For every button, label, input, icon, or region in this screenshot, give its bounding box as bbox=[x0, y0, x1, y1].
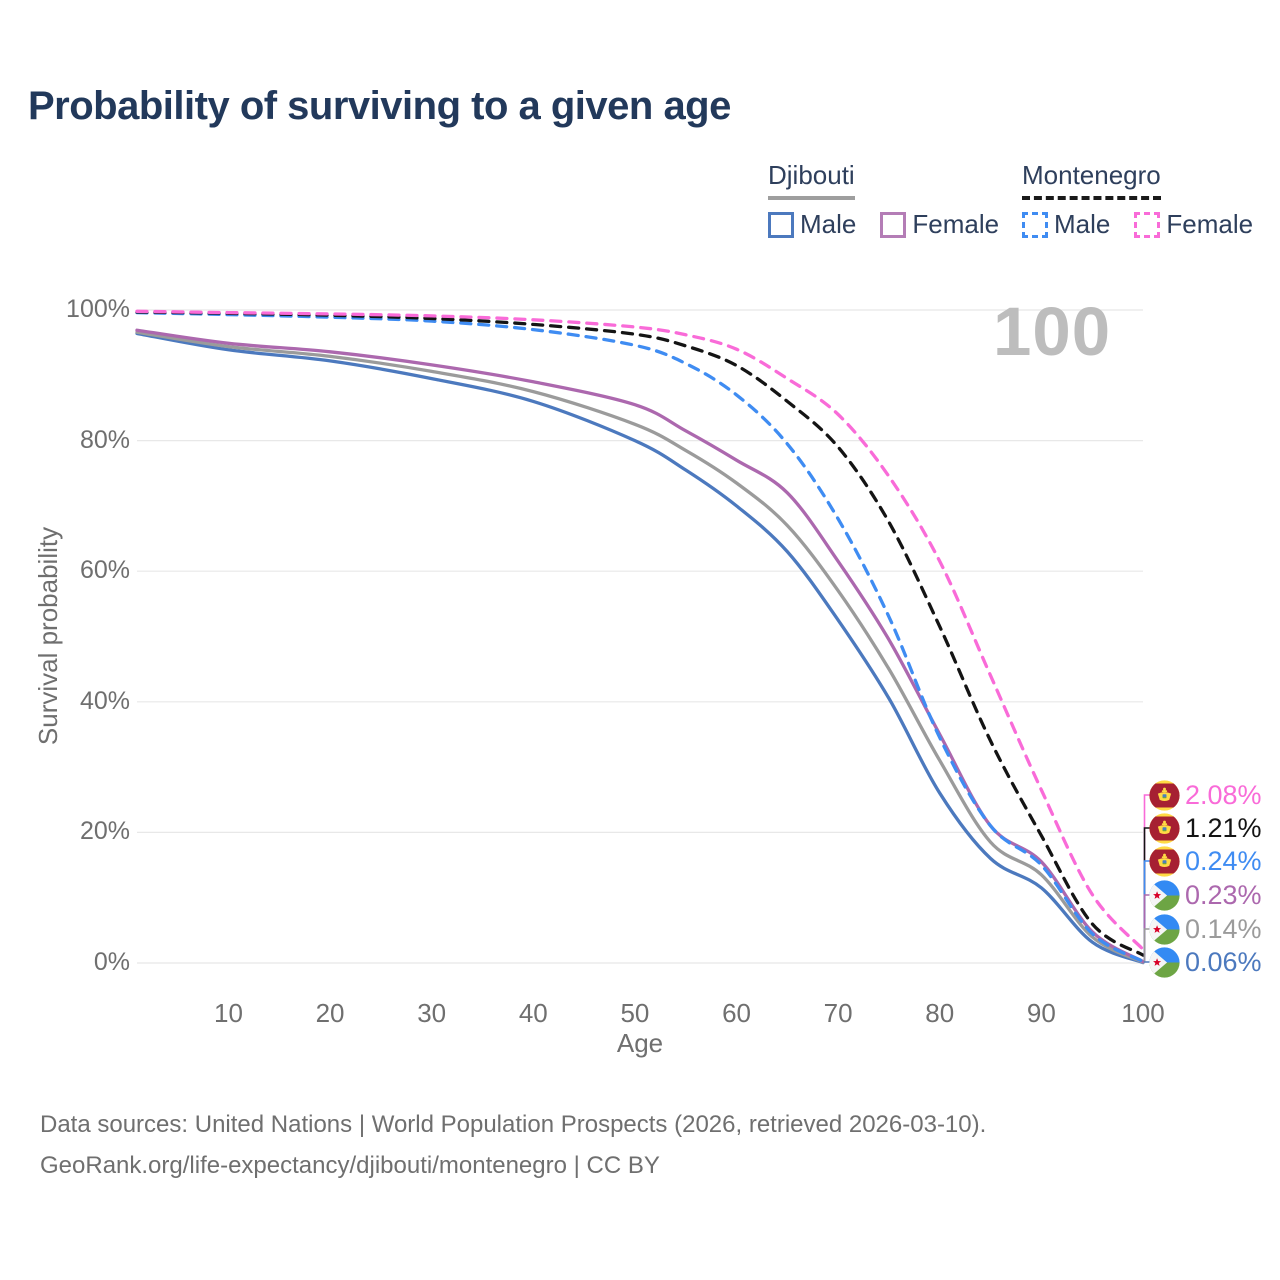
x-tick-label: 100 bbox=[1121, 998, 1165, 1028]
djibouti-flag-icon bbox=[1149, 913, 1180, 945]
x-tick-label: 90 bbox=[1026, 998, 1056, 1028]
page-title: Probability of surviving to a given age bbox=[28, 84, 731, 128]
y-tick-label: 100% bbox=[66, 295, 130, 323]
x-tick-label: 80 bbox=[925, 998, 955, 1028]
hover-age-watermark: 100 bbox=[993, 293, 1112, 370]
end-label-djibouti-female: 0.23% bbox=[1149, 878, 1262, 912]
legend-item-label: Female bbox=[912, 209, 1000, 239]
end-label-value: 0.06% bbox=[1185, 946, 1262, 977]
x-tick-label: 40 bbox=[518, 998, 548, 1028]
montenegro-flag-icon bbox=[1149, 812, 1180, 844]
end-label-value: 0.14% bbox=[1185, 913, 1262, 944]
data-sources: Data sources: United Nations | World Pop… bbox=[40, 1104, 986, 1186]
legend-item-montenegro-female[interactable]: Female bbox=[1134, 209, 1253, 240]
x-tick-label: 50 bbox=[620, 998, 650, 1028]
y-tick-label: 40% bbox=[79, 686, 130, 715]
end-label-value: 0.23% bbox=[1185, 879, 1262, 910]
end-label-djibouti-both-sexes: 0.14% bbox=[1149, 912, 1262, 946]
end-label-djibouti-male: 0.06% bbox=[1149, 945, 1262, 979]
djibouti-flag-icon bbox=[1149, 946, 1180, 978]
end-label-value: 2.08% bbox=[1185, 779, 1262, 810]
x-tick-label: 70 bbox=[823, 998, 853, 1028]
curve-montenegro-both-sexes[interactable] bbox=[135, 310, 1145, 957]
legend-country-montenegro[interactable]: Montenegro bbox=[1022, 160, 1161, 200]
legend-item-djibouti-female[interactable]: Female bbox=[880, 209, 999, 240]
legend-group-montenegro: Montenegro Male Female bbox=[1022, 160, 1253, 240]
end-label-connector bbox=[1143, 928, 1150, 963]
end-label-connector bbox=[1143, 961, 1150, 963]
end-label-montenegro-female: 2.08% bbox=[1149, 778, 1262, 812]
curve-djibouti-both-sexes[interactable] bbox=[135, 330, 1145, 964]
end-label-value: 1.21% bbox=[1185, 812, 1262, 843]
y-tick-label: 0% bbox=[93, 948, 130, 976]
legend-item-djibouti-male[interactable]: Male bbox=[768, 209, 856, 240]
x-tick-label: 60 bbox=[722, 998, 751, 1028]
x-tick-label: 10 bbox=[213, 998, 243, 1028]
y-tick-label: 20% bbox=[79, 817, 130, 846]
x-tick-label: 30 bbox=[417, 998, 447, 1028]
y-tick-label: 60% bbox=[79, 556, 130, 585]
legend-item-montenegro-male[interactable]: Male bbox=[1022, 209, 1110, 240]
curve-djibouti-male[interactable] bbox=[135, 331, 1145, 965]
y-axis-title: Survival probability bbox=[33, 526, 63, 746]
data-sources-line2: GeoRank.org/life-expectancy/djibouti/mon… bbox=[40, 1152, 660, 1179]
montenegro-female-swatch bbox=[1134, 211, 1161, 238]
legend-item-label: Male bbox=[800, 209, 857, 239]
x-tick-label: 20 bbox=[315, 998, 345, 1028]
y-tick-label: 80% bbox=[79, 425, 130, 454]
legend-item-label: Female bbox=[1166, 209, 1254, 239]
legend-country-djibouti[interactable]: Djibouti bbox=[768, 160, 855, 200]
djibouti-flag-icon bbox=[1149, 879, 1180, 911]
data-sources-line1: Data sources: United Nations | World Pop… bbox=[40, 1111, 987, 1138]
montenegro-male-swatch bbox=[1022, 211, 1048, 238]
djibouti-female-swatch bbox=[880, 211, 907, 238]
montenegro-flag-icon bbox=[1149, 779, 1180, 811]
end-label-montenegro-both-sexes: 1.21% bbox=[1149, 811, 1262, 845]
legend-item-label: Male bbox=[1054, 209, 1111, 239]
djibouti-male-swatch bbox=[768, 211, 794, 238]
curve-montenegro-female[interactable] bbox=[135, 309, 1145, 952]
x-axis-title: Age bbox=[616, 1028, 664, 1058]
end-label-value: 0.24% bbox=[1185, 845, 1262, 876]
legend-group-djibouti: Djibouti Male Female bbox=[768, 160, 999, 240]
end-label-montenegro-male: 0.24% bbox=[1149, 844, 1262, 878]
curve-montenegro-male[interactable] bbox=[135, 310, 1145, 964]
montenegro-flag-icon bbox=[1149, 845, 1180, 877]
